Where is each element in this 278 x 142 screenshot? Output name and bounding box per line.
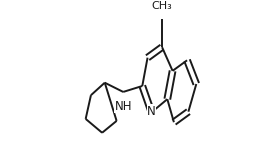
Text: N: N (147, 105, 156, 118)
Text: CH₃: CH₃ (152, 1, 172, 11)
Text: NH: NH (115, 100, 132, 113)
